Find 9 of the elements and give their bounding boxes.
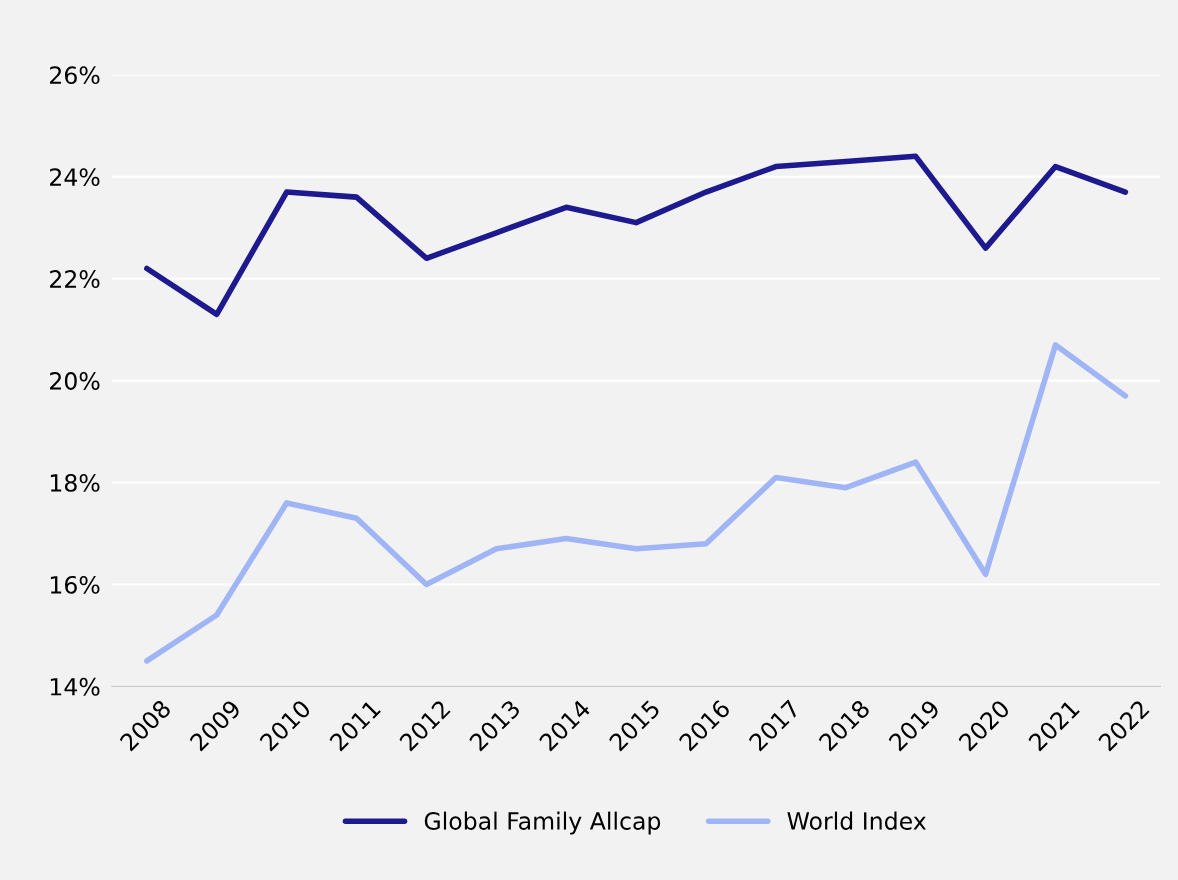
y-tick-label: 24% bbox=[50, 168, 100, 187]
y-tick-label: 22% bbox=[50, 270, 100, 288]
y-tick-label: 16% bbox=[50, 575, 100, 594]
legend-label: Global Family Allcap bbox=[424, 811, 661, 835]
y-tick-label: 18% bbox=[50, 473, 100, 492]
y-tick-label: 20% bbox=[50, 372, 100, 390]
y-tick-label: 26% bbox=[50, 66, 100, 85]
legend-label: World Index bbox=[787, 811, 926, 830]
y-tick-label: 14% bbox=[50, 677, 100, 696]
